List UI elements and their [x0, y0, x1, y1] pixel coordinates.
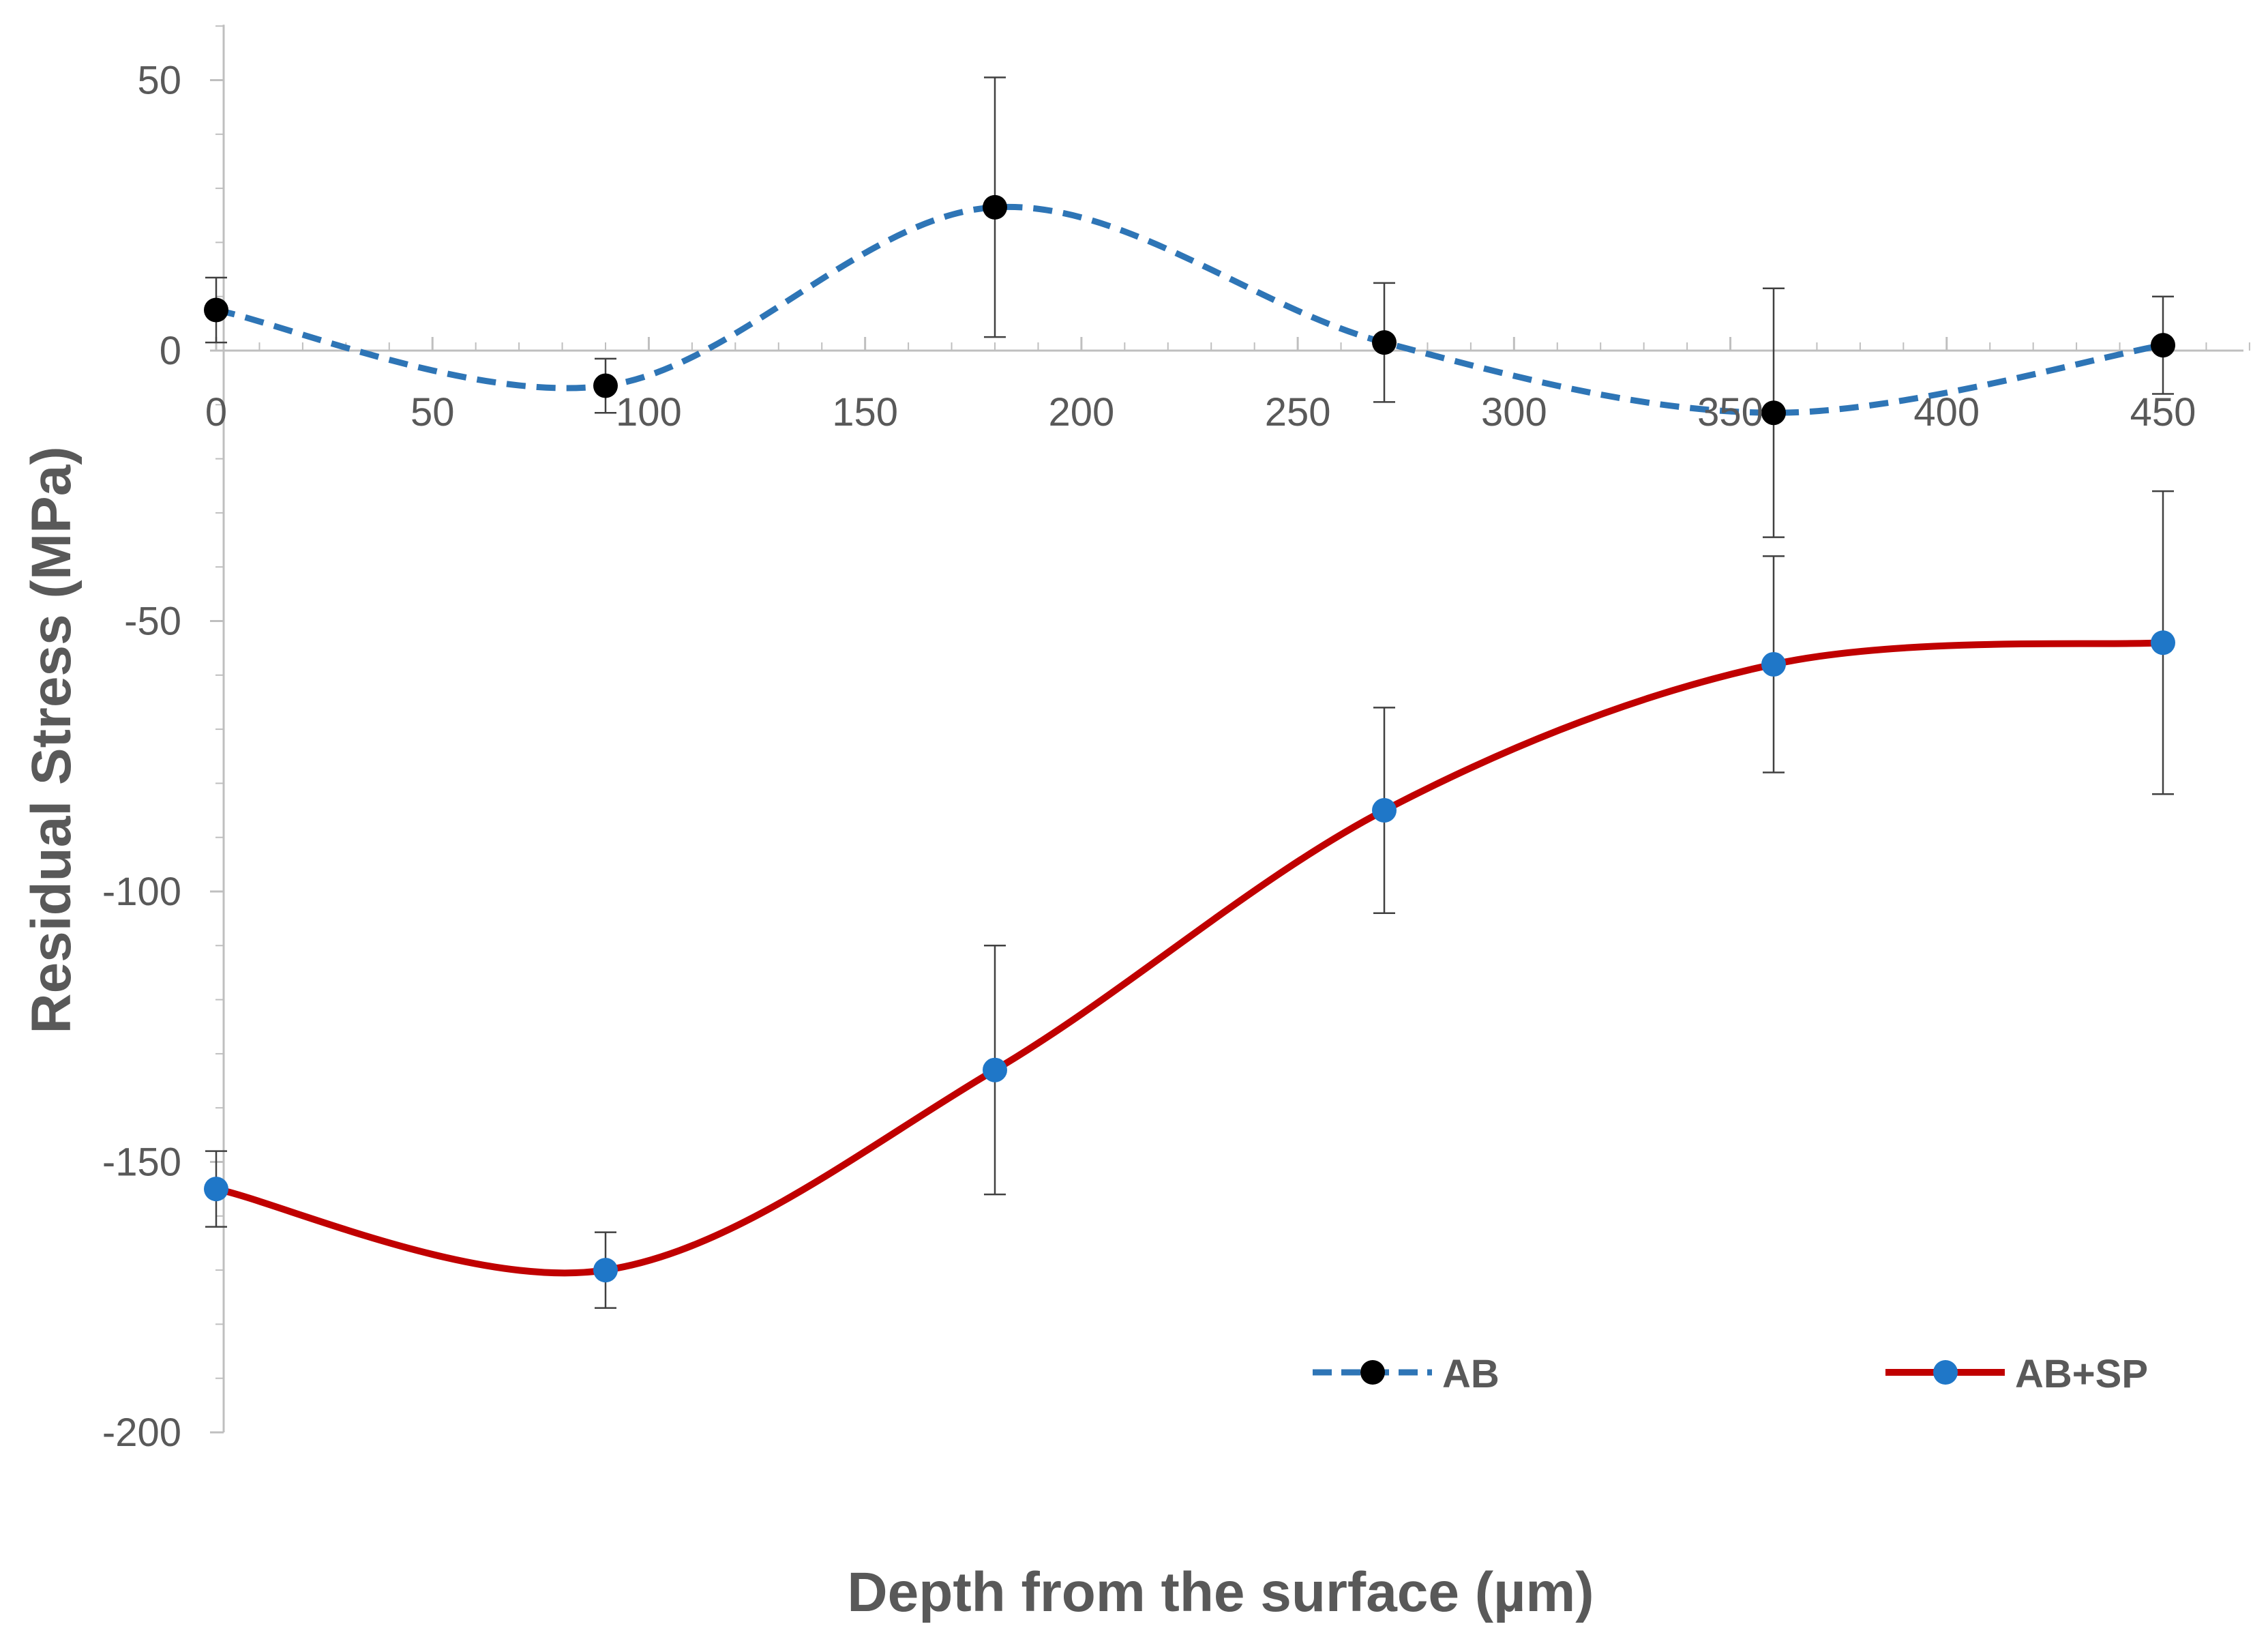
y-tick-label: 0	[160, 329, 181, 373]
data-point	[983, 1057, 1007, 1082]
minor-ticks	[210, 25, 2250, 1434]
data-point	[204, 297, 228, 323]
y-tick-label: -50	[124, 600, 181, 644]
data-point	[1761, 651, 1786, 677]
x-tick-label: 50	[411, 390, 455, 434]
legend: AB AB+SP	[1313, 1352, 2148, 1396]
x-tick-label: 200	[1048, 390, 1114, 434]
legend-marker	[1360, 1360, 1385, 1385]
data-point	[1372, 330, 1397, 355]
x-tick-label: 0	[205, 390, 227, 434]
data-point	[1761, 400, 1786, 426]
y-tick-label: -200	[102, 1411, 181, 1455]
data-point	[1372, 798, 1397, 823]
x-tick-label: 250	[1265, 390, 1331, 434]
y-tick-label: -150	[102, 1140, 181, 1185]
tick-labels: 50 0 -50 -100 -150 -200 0 50 100 150 200 250 300 350 4…	[102, 59, 2196, 1456]
series-lines	[215, 203, 2164, 1277]
x-tick-label: 100	[616, 390, 682, 434]
y-axis-title: Residual Stress (MPa)	[20, 446, 83, 1033]
y-tick-label: 50	[137, 59, 181, 103]
x-tick-label: 400	[1913, 390, 1980, 434]
series-line-ab-sp	[215, 639, 2164, 1277]
legend-label: AB+SP	[2015, 1352, 2148, 1396]
data-point	[2151, 630, 2175, 655]
series-line-ab	[215, 203, 2164, 416]
x-tick-label: 450	[2130, 390, 2196, 434]
data-markers	[204, 194, 2175, 1283]
data-point	[593, 373, 618, 398]
x-tick-label: 300	[1481, 390, 1547, 434]
y-tick-label: -100	[102, 870, 181, 914]
x-axis-title: Depth from the surface (µm)	[847, 1561, 1594, 1623]
data-point	[2151, 333, 2175, 358]
axes	[213, 25, 2243, 1432]
x-tick-label: 150	[832, 390, 898, 434]
data-point	[593, 1258, 618, 1283]
legend-marker	[1933, 1360, 1958, 1385]
legend-label: AB	[1442, 1352, 1499, 1396]
x-tick-label: 350	[1697, 390, 1763, 434]
data-point	[204, 1177, 228, 1202]
data-point	[983, 194, 1007, 220]
